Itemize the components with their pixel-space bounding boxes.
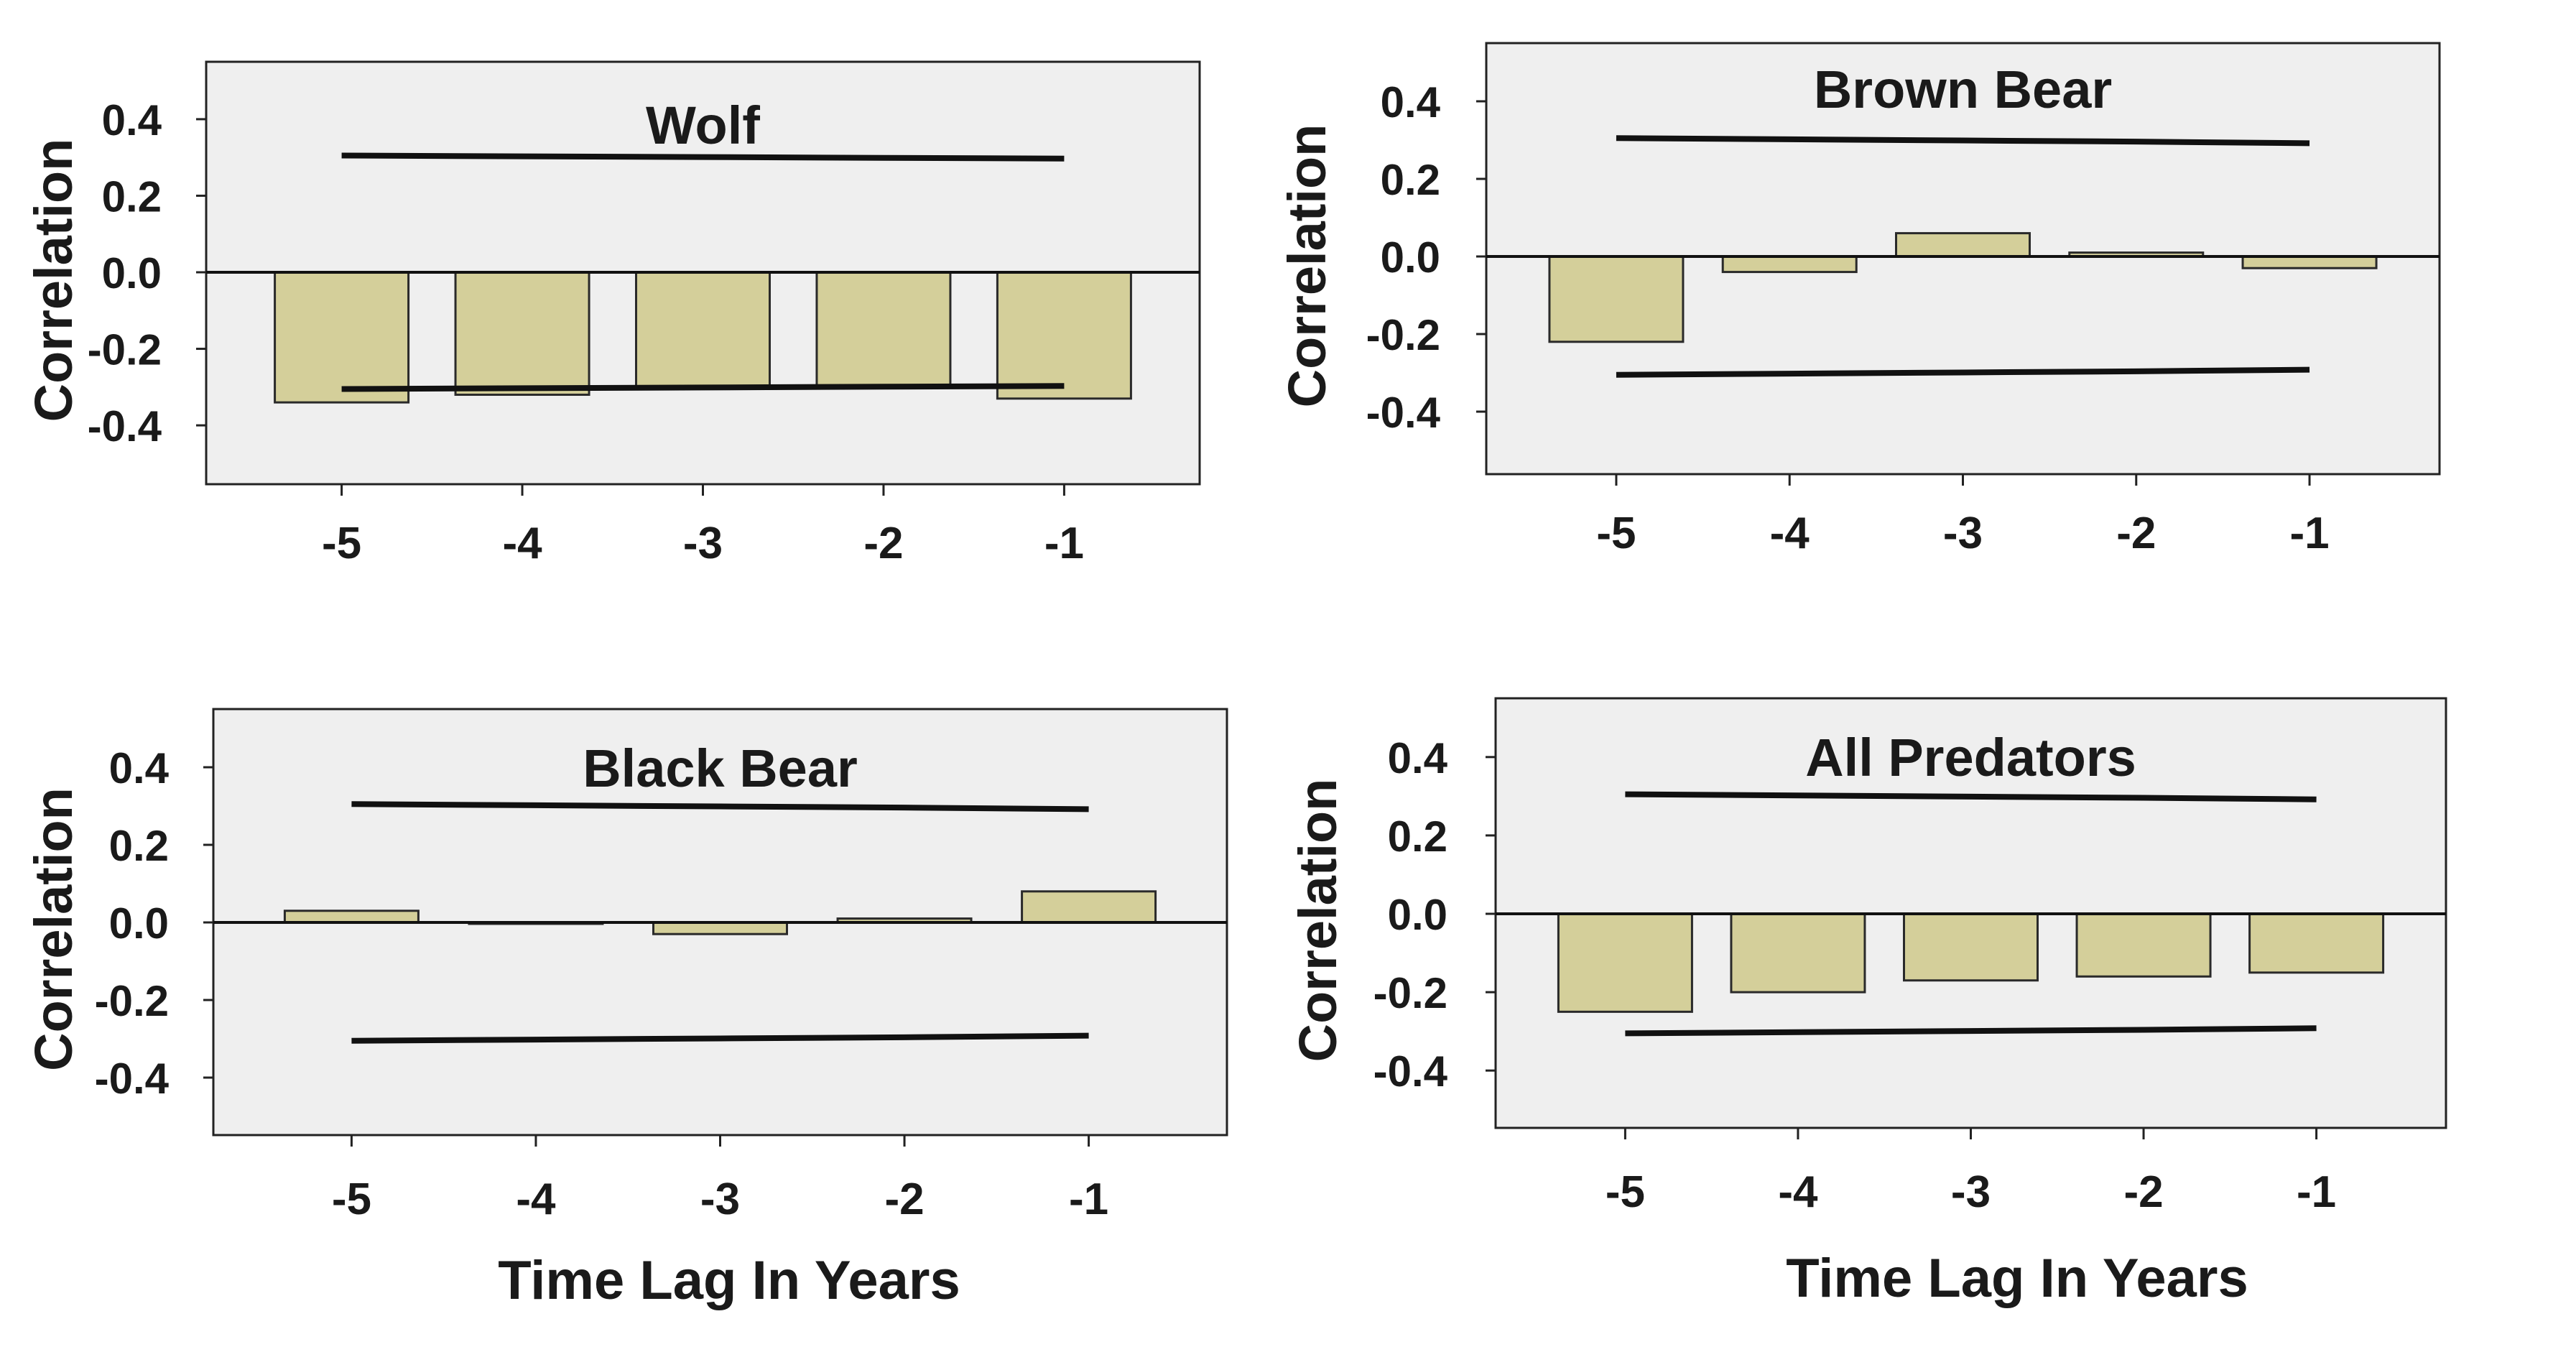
- y-tick-label: 0.4: [1381, 78, 1441, 126]
- chart-title: Brown Bear: [1814, 60, 2112, 119]
- y-axis-label: Correlation: [24, 787, 83, 1071]
- x-tick-label: -3: [1951, 1167, 1991, 1217]
- x-tick-label: -1: [1069, 1175, 1108, 1224]
- x-axis-label-right: Time Lag In Years: [1786, 1248, 2248, 1309]
- y-tick-label: 0.2: [102, 172, 162, 221]
- chart-panel-1: 0.4 0.2 0.0 -0.2 -0.4 -5 -4 -3 -2 -1 Wolf Correlati…: [24, 60, 1201, 568]
- upper-confidence-limit-line: [1625, 791, 2317, 802]
- lower-confidence-limit-line: [351, 1032, 1089, 1044]
- bar-lag-minus-3: [635, 271, 771, 389]
- bar-lag-minus-5: [1557, 912, 1693, 1013]
- x-tick-label: -1: [2297, 1167, 2336, 1217]
- y-tick-label: 0.4: [1388, 734, 1448, 782]
- x-tick-label: -2: [884, 1175, 924, 1224]
- y-tick-label: -0.2: [1373, 969, 1447, 1017]
- chart-panel-2: 0.4 0.2 0.0 -0.2 -0.4 -5 -4 -3 -2 -1 Brown Bear Cor…: [1277, 42, 2441, 558]
- y-tick-label: -0.2: [95, 977, 169, 1025]
- bar-lag-minus-4: [1721, 255, 1858, 274]
- y-tick-label: 0.4: [109, 744, 170, 792]
- x-tick-label: -5: [322, 519, 361, 568]
- lower-confidence-limit-line: [1625, 1025, 2317, 1037]
- x-tick-label: -1: [2289, 509, 2329, 558]
- y-tick-label: 0.2: [109, 822, 169, 870]
- x-tick-label: -2: [863, 519, 903, 568]
- x-tick-label: -1: [1044, 519, 1084, 568]
- y-axis-label: Correlation: [1288, 779, 1348, 1063]
- y-tick-label: -0.4: [95, 1055, 170, 1103]
- x-tick-label: -4: [502, 519, 542, 568]
- bar-lag-minus-4: [1730, 912, 1866, 994]
- upper-confidence-limit-line: [341, 152, 1065, 162]
- y-tick-label: -0.4: [88, 402, 162, 450]
- chart-title: Wolf: [646, 96, 760, 155]
- y-tick-label: -0.2: [1366, 311, 1440, 359]
- lower-confidence-limit-line: [1616, 366, 2310, 378]
- lower-confidence-limit-line: [341, 383, 1065, 392]
- x-tick-label: -4: [516, 1175, 556, 1224]
- x-tick-label: -3: [700, 1175, 740, 1224]
- chart-panel-3: 0.4 0.2 0.0 -0.2 -0.4 -5 -4 -3 -2 -1 Black Bear Cor…: [24, 708, 1228, 1224]
- y-tick-label: 0.0: [1381, 233, 1440, 282]
- bar-lag-minus-3: [1895, 232, 2031, 258]
- y-tick-label: 0.0: [109, 899, 169, 948]
- x-axis-label-left: Time Lag In Years: [498, 1250, 960, 1311]
- bar-lag-minus-3: [652, 921, 788, 935]
- y-tick-label: -0.4: [1366, 389, 1441, 437]
- x-tick-label: -3: [1943, 509, 1983, 558]
- upper-confidence-limit-line: [1616, 135, 2310, 147]
- bar-lag-minus-1: [2241, 255, 2378, 269]
- bar-lag-minus-5: [1548, 255, 1685, 343]
- x-tick-label: -5: [1606, 1167, 1645, 1217]
- bar-lag-minus-3: [1903, 912, 2039, 982]
- y-axis-label: Correlation: [1277, 124, 1337, 408]
- x-tick-label: -4: [1770, 509, 1810, 558]
- x-tick-label: -5: [332, 1175, 371, 1224]
- y-tick-label: 0.0: [1388, 891, 1447, 939]
- bar-lag-minus-5: [274, 271, 410, 404]
- bar-lag-minus-1: [1021, 890, 1157, 924]
- bar-lag-minus-4: [454, 271, 590, 396]
- upper-confidence-limit-line: [351, 801, 1089, 813]
- x-tick-label: -3: [683, 519, 723, 568]
- chart-panels: 0.4 0.2 0.0 -0.2 -0.4 -5 -4 -3 -2 -1 Wolf Correlati…: [24, 42, 2447, 1224]
- y-tick-label: -0.4: [1373, 1047, 1448, 1096]
- x-tick-label: -4: [1778, 1167, 1818, 1217]
- y-tick-label: 0.4: [102, 96, 162, 144]
- x-tick-label: -5: [1596, 509, 1636, 558]
- x-tick-label: -2: [2123, 1167, 2163, 1217]
- x-tick-label: -2: [2116, 509, 2156, 558]
- bar-lag-minus-2: [815, 271, 952, 389]
- y-tick-label: 0.0: [102, 249, 162, 297]
- y-tick-label: 0.2: [1381, 156, 1440, 204]
- chart-title: All Predators: [1805, 728, 2136, 787]
- bar-lag-minus-5: [283, 909, 420, 924]
- bar-lag-minus-1: [2248, 912, 2385, 974]
- bar-lag-minus-1: [996, 271, 1132, 400]
- bar-lag-minus-2: [2075, 912, 2212, 978]
- chart-title: Black Bear: [583, 739, 858, 798]
- y-tick-label: -0.2: [88, 326, 162, 374]
- y-tick-label: 0.2: [1388, 813, 1447, 861]
- y-axis-label: Correlation: [24, 139, 83, 422]
- chart-panel-4: 0.4 0.2 0.0 -0.2 -0.4 -5 -4 -3 -2 -1 All Predators…: [1288, 697, 2447, 1217]
